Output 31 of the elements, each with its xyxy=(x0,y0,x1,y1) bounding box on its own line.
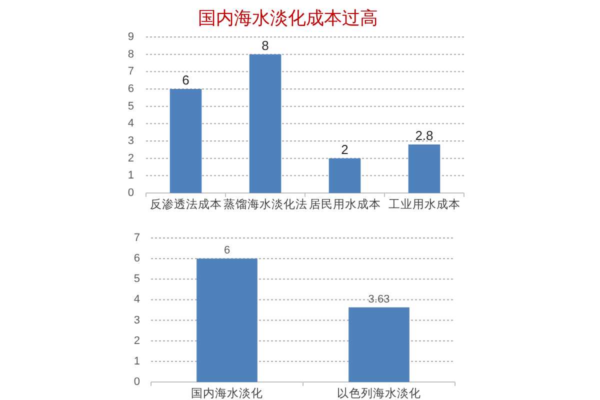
y-tick-label: 9 xyxy=(128,31,134,43)
y-tick-label: 1 xyxy=(128,170,134,182)
data-label: 6 xyxy=(182,72,190,88)
y-tick-label: 4 xyxy=(134,294,140,306)
y-tick-label: 1 xyxy=(134,355,140,368)
x-tick-label: 居民用水成本 xyxy=(308,198,381,211)
data-label: 3.63 xyxy=(368,293,390,306)
y-tick-label: 4 xyxy=(128,118,134,130)
y-tick-label: 0 xyxy=(134,376,140,388)
y-tick-label: 5 xyxy=(134,273,140,286)
y-tick-label: 2 xyxy=(128,152,134,164)
x-tick-label: 蒸馏海水淡化法 xyxy=(223,198,308,211)
x-tick-label: 反渗透法成本 xyxy=(150,198,222,211)
chart-title: 国内海水淡化成本过高 xyxy=(198,8,378,28)
y-tick-label: 5 xyxy=(128,100,134,112)
y-tick-label: 3 xyxy=(128,135,134,147)
data-label: 2 xyxy=(341,142,348,157)
y-tick-label: 3 xyxy=(134,314,140,326)
y-tick-label: 7 xyxy=(128,66,134,78)
y-tick-label: 2 xyxy=(134,334,140,347)
x-tick-label: 以色列海水淡化 xyxy=(337,387,421,400)
data-label: 8 xyxy=(262,38,269,53)
x-tick-label: 国内海水淡化 xyxy=(191,387,263,400)
y-tick-label: 8 xyxy=(128,48,134,60)
x-tick-label: 工业用水成本 xyxy=(388,198,460,211)
y-tick-label: 0 xyxy=(128,187,134,199)
y-tick-label: 6 xyxy=(128,83,134,95)
y-tick-label: 7 xyxy=(134,232,140,244)
data-label: 2.8 xyxy=(415,128,434,143)
data-label: 6 xyxy=(224,244,230,257)
y-tick-label: 6 xyxy=(134,252,140,265)
